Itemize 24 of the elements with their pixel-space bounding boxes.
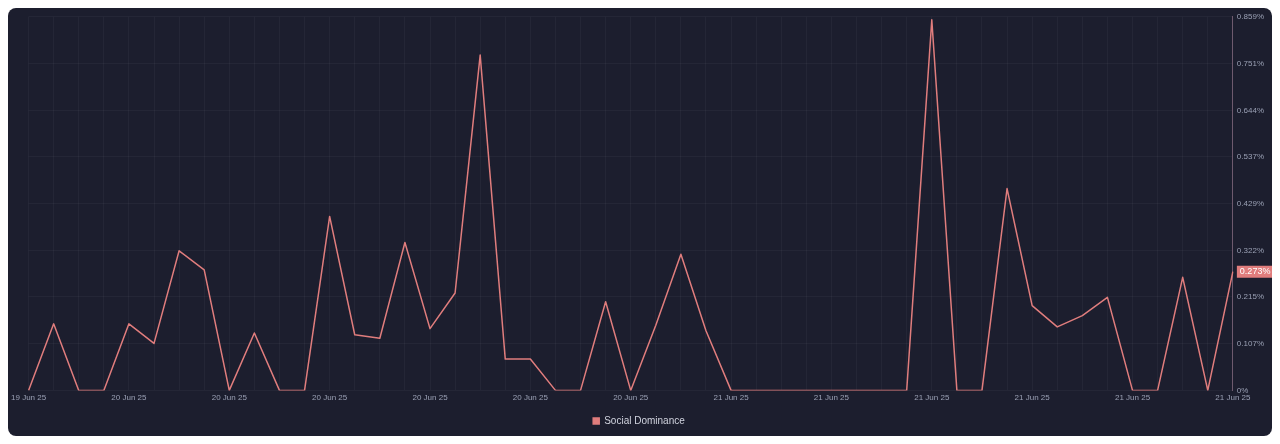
x-tick-label: 20 Jun 25 — [613, 393, 649, 403]
x-tick-label: 21 Jun 25 — [813, 393, 850, 403]
x-tick-label: 21 Jun 25 — [1215, 393, 1251, 403]
y-tick-label: 0.215% — [1236, 292, 1265, 302]
x-tick-label: 20 Jun 25 — [512, 393, 549, 403]
x-tick-label: 20 Jun 25 — [312, 393, 348, 403]
y-tick-label: 0.322% — [1236, 245, 1265, 255]
x-tick-label: 20 Jun 25 — [412, 393, 449, 403]
x-tick-label: 21 Jun 25 — [713, 393, 750, 403]
text: 0.273% — [1239, 266, 1271, 277]
y-tick-label: 0.537% — [1236, 152, 1265, 162]
y-tick-label: 0.644% — [1236, 105, 1265, 115]
y-tick-label: 0% — [1236, 385, 1249, 395]
legend-label: Social Dominance — [604, 414, 686, 426]
x-tick-label: 21 Jun 25 — [1114, 393, 1151, 403]
x-tick-label: 21 Jun 25 — [914, 393, 950, 403]
x-tick-label: 19 Jun 25 — [11, 393, 47, 403]
x-tick-label: 20 Jun 25 — [111, 393, 148, 403]
y-tick-label: 0.751% — [1236, 58, 1265, 68]
y-tick-label: 0.107% — [1236, 339, 1265, 349]
y-tick-label: 0.429% — [1236, 199, 1265, 209]
x-tick-label: 20 Jun 25 — [211, 393, 248, 403]
y-tick-label: 0.859% — [1236, 12, 1265, 21]
x-tick-label: 21 Jun 25 — [1014, 393, 1051, 403]
